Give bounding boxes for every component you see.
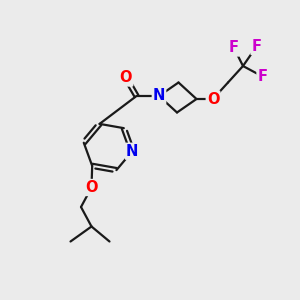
Text: O: O bbox=[120, 70, 132, 86]
Text: O: O bbox=[85, 180, 98, 195]
Text: F: F bbox=[229, 40, 239, 56]
Text: F: F bbox=[251, 39, 262, 54]
Text: N: N bbox=[126, 144, 138, 159]
Text: N: N bbox=[153, 88, 165, 104]
Text: O: O bbox=[207, 92, 219, 106]
Text: F: F bbox=[257, 69, 268, 84]
